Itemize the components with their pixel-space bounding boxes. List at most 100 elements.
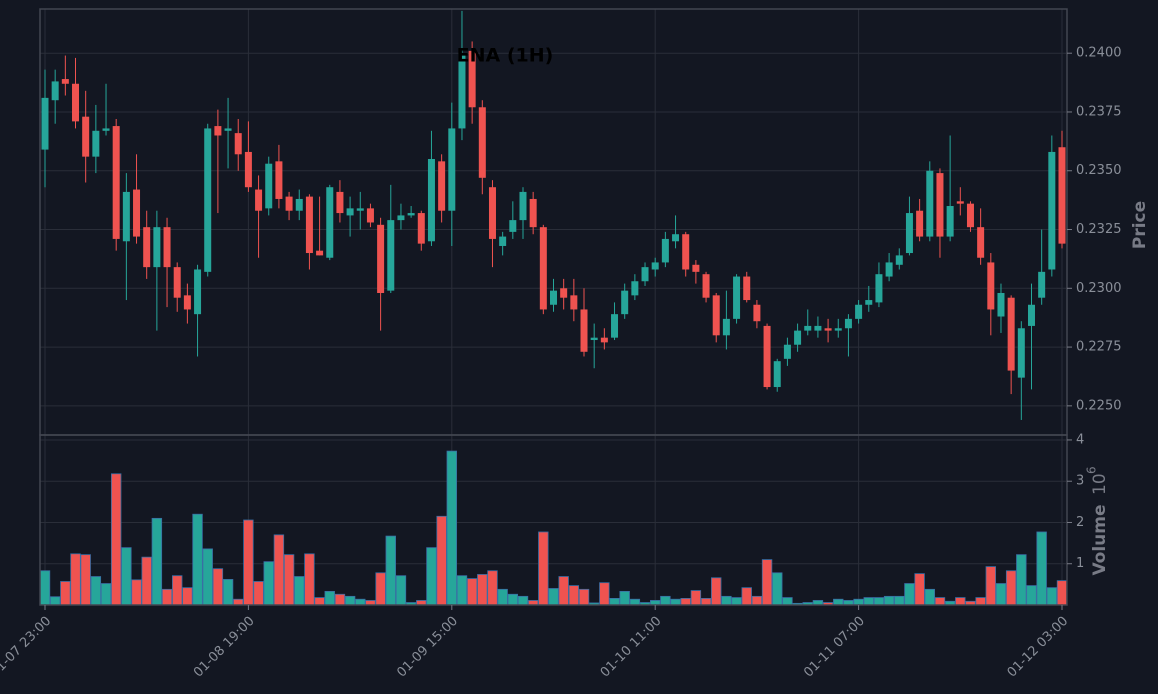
volume-bar: [873, 597, 885, 606]
candle-body: [733, 276, 741, 319]
candle-body: [427, 158, 435, 242]
candle-body: [82, 116, 90, 157]
volume-bar: [263, 561, 274, 606]
volume-bar: [995, 583, 1007, 606]
candle-body: [488, 187, 496, 239]
candle-body: [895, 255, 903, 265]
candle-body: [509, 220, 517, 232]
volume-bar: [609, 597, 620, 606]
volume-bar: [233, 598, 244, 606]
volume-bar: [833, 598, 844, 606]
volume-bar: [538, 531, 549, 606]
y-tick-label: 0.2300: [1076, 281, 1122, 296]
candle-body: [356, 208, 364, 211]
volume-bar: [619, 590, 630, 606]
candle-body: [539, 227, 547, 310]
volume-bar: [283, 554, 295, 606]
volume-bar: [90, 576, 102, 606]
candle-body: [1027, 304, 1035, 326]
volume-bar: [904, 583, 915, 606]
candle-body: [722, 318, 730, 336]
volume-bar: [782, 597, 793, 606]
candle-body: [570, 295, 578, 310]
volume-bar: [629, 598, 641, 606]
volume-bar: [517, 595, 529, 606]
candle-body: [855, 304, 863, 319]
candle-body: [916, 210, 924, 237]
candle-body: [183, 295, 191, 310]
candle-body: [275, 161, 283, 199]
candle-body: [611, 314, 619, 338]
volume-bar: [558, 576, 569, 606]
candle-body: [326, 187, 334, 258]
volume-bar: [100, 583, 112, 606]
volume-bar: [670, 598, 681, 606]
volume-bar: [477, 574, 488, 606]
y-tick-label: 0.2275: [1076, 340, 1122, 355]
candle-body: [712, 295, 720, 336]
volume-bar: [212, 568, 224, 606]
candle-body: [580, 309, 588, 352]
volume-bar: [192, 513, 203, 606]
volume-bar: [751, 595, 763, 606]
volume-bar: [202, 548, 213, 606]
candle-body: [631, 281, 639, 296]
y-tick-label: 0.2250: [1076, 398, 1122, 413]
volume-bar: [334, 593, 346, 606]
candle-body: [661, 238, 669, 263]
volume-bar: [1026, 585, 1037, 606]
volume-bar: [700, 597, 712, 606]
candle-body: [794, 330, 802, 345]
candle-body: [265, 163, 273, 209]
candle-body: [377, 224, 385, 293]
volume-bar: [446, 450, 458, 606]
candle-body: [885, 262, 893, 277]
volume-bar: [1046, 587, 1058, 606]
candle-body: [102, 128, 110, 131]
candle-body: [966, 203, 974, 228]
candle-body: [834, 328, 842, 331]
y-tick-label: 0.2400: [1076, 46, 1122, 61]
volume-bar: [385, 535, 396, 606]
volume-bar: [436, 515, 447, 606]
candle-body: [763, 325, 771, 388]
volume-axis-label: Volume: [1090, 504, 1110, 575]
candle-body: [173, 267, 181, 298]
volume-bar: [548, 588, 559, 606]
candle-body: [41, 97, 49, 150]
volume-bar: [853, 598, 864, 606]
volume-bar: [456, 575, 468, 606]
y-tick-label: 0.2325: [1076, 222, 1122, 237]
volume-bar: [1005, 570, 1017, 606]
candle-body: [438, 161, 446, 211]
candle-body: [417, 213, 425, 244]
candle-body: [234, 133, 242, 155]
candle-body: [295, 198, 303, 211]
candle-body: [204, 128, 212, 272]
candle-body: [244, 151, 252, 188]
candle-body: [72, 83, 80, 122]
candle-body: [804, 325, 812, 331]
volume-bar: [894, 595, 905, 606]
volume-bar: [578, 588, 590, 606]
candle-body: [1058, 147, 1066, 244]
volume-bar: [761, 559, 773, 606]
volume-bar: [70, 553, 81, 606]
volume-tick-label: 4: [1076, 432, 1084, 447]
candle-body: [61, 79, 69, 84]
volume-bar: [121, 547, 132, 606]
candle-body: [448, 128, 456, 211]
candle-body: [316, 250, 324, 256]
candle-body: [387, 220, 395, 291]
candle-body: [529, 198, 537, 228]
candle-body: [682, 234, 690, 270]
candle-body: [397, 215, 405, 221]
candle-body: [122, 191, 130, 242]
candle-body: [1048, 151, 1056, 270]
candle-body: [865, 300, 873, 305]
volume-bar: [497, 588, 508, 606]
candle-body: [590, 337, 598, 341]
candle-body: [977, 227, 985, 258]
y-tick-label: 0.2350: [1076, 163, 1122, 178]
volume-bar: [355, 598, 366, 606]
